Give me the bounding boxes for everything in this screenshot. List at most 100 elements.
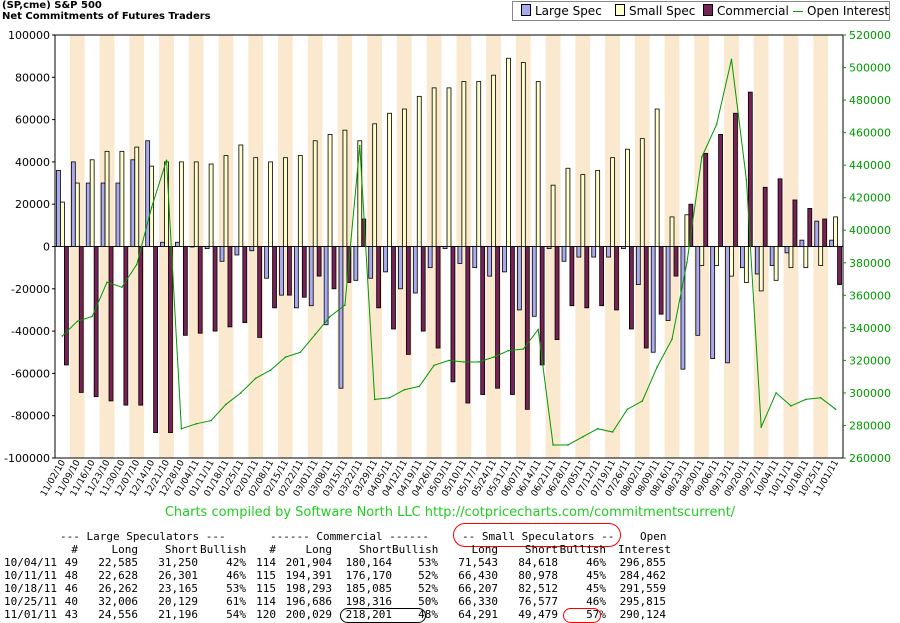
bar-small-spec: [387, 112, 392, 247]
table-cell: 82,512: [518, 582, 558, 595]
bar-commercial: [480, 246, 486, 395]
bar-small-spec: [74, 182, 80, 247]
open-interest-point: [299, 351, 302, 354]
bar-large-spec: [145, 140, 151, 247]
bar-small-spec: [416, 95, 422, 247]
bar-large-spec: [442, 246, 448, 250]
open-interest-point: [61, 335, 64, 337]
bar-commercial: [138, 246, 144, 406]
right-tick-label: 500000: [849, 62, 891, 75]
right-tick-label: 480000: [849, 94, 891, 107]
bar-large-spec: [799, 239, 805, 247]
open-interest-point: [522, 348, 525, 350]
bar-small-spec: [758, 246, 764, 292]
table-cell: 61%: [226, 595, 246, 608]
bar-small-spec: [595, 169, 601, 247]
bar-large-spec: [784, 246, 790, 254]
open-interest-point: [225, 403, 227, 406]
bar-large-spec: [338, 246, 344, 389]
col-header-large-bullish: Bullish: [200, 543, 247, 556]
bar-commercial: [733, 112, 738, 247]
col-header-comm-num: #: [269, 543, 276, 556]
table-cell: 32,006: [98, 595, 138, 608]
open-interest-point: [240, 392, 242, 394]
bar-small-spec: [312, 140, 318, 247]
bar-small-spec: [743, 246, 749, 283]
open-interest-point: [715, 123, 718, 126]
bar-small-spec: [833, 216, 838, 247]
open-interest-point: [373, 398, 376, 401]
bar-commercial: [168, 246, 173, 434]
table-cell: 54%: [226, 608, 246, 621]
table-cell: 52%: [418, 582, 438, 595]
table-cell: 45%: [586, 569, 606, 582]
right-tick-label: 380000: [849, 257, 891, 270]
table-cell: 201,904: [285, 556, 332, 569]
bar-small-spec: [238, 144, 244, 247]
table-cell: 291,559: [619, 582, 666, 595]
bar-commercial: [703, 153, 709, 247]
right-tick-label: 460000: [849, 127, 891, 140]
bar-commercial: [614, 246, 619, 311]
table-row-date: 10/04/11: [4, 556, 57, 569]
table-cell: 196,686: [285, 595, 332, 608]
bar-commercial: [628, 246, 634, 330]
bar-small-spec: [431, 87, 437, 247]
bar-commercial: [807, 208, 813, 247]
bar-small-spec: [134, 146, 140, 247]
table-cell: 43: [64, 608, 78, 621]
bar-small-spec: [104, 150, 110, 247]
bar-large-spec: [100, 182, 106, 247]
open-interest-point: [790, 405, 792, 407]
legend-small-spec: Small Spec: [615, 4, 695, 18]
open-interest-point: [552, 444, 554, 446]
bar-commercial: [316, 246, 322, 277]
table-cell: 23,165: [158, 582, 198, 595]
table-cell: 49: [64, 556, 78, 569]
bar-small-spec: [506, 57, 511, 247]
bar-small-spec: [714, 246, 720, 266]
bar-commercial: [510, 246, 515, 395]
left-tick-label: -20000: [11, 283, 50, 296]
bar-commercial: [718, 134, 723, 247]
table-row-date: 10/11/11: [4, 569, 57, 582]
table-cell: 46%: [226, 569, 246, 582]
bar-large-spec: [591, 246, 597, 258]
open-interest-point: [596, 427, 599, 430]
chart-title: (SP,cme) S&P 500: [2, 0, 102, 11]
open-interest-point: [477, 361, 480, 363]
bar-large-spec: [710, 246, 716, 359]
table-cell: 50%: [418, 595, 438, 608]
bar-commercial: [93, 246, 99, 398]
table-cell: 200,029: [285, 608, 332, 621]
summary-table: --- Large Speculators --- ------ Commerc…: [0, 523, 900, 623]
bar-large-spec: [175, 241, 180, 247]
bar-large-spec: [725, 246, 730, 364]
table-row-date: 11/01/11: [4, 608, 57, 621]
bar-large-spec: [323, 246, 329, 326]
bar-small-spec: [535, 81, 541, 247]
right-tick-label: 520000: [849, 29, 891, 42]
table-cell: 46: [64, 582, 78, 595]
bar-commercial: [688, 203, 694, 247]
bar-large-spec: [635, 246, 641, 285]
bar-large-spec: [56, 169, 61, 247]
table-cell: 71,543: [458, 556, 498, 569]
bar-commercial: [435, 246, 441, 349]
bar-large-spec: [769, 246, 775, 266]
bar-small-spec: [342, 129, 348, 247]
open-interest-point: [537, 328, 540, 331]
bar-small-spec: [193, 161, 199, 247]
highlight-oval-small-spec: [453, 523, 621, 547]
open-interest-point: [329, 315, 331, 318]
bar-large-spec: [249, 246, 255, 252]
left-tick-label: 40000: [15, 156, 50, 169]
right-tick-label: 280000: [849, 419, 891, 432]
bar-small-spec: [268, 161, 273, 247]
bar-commercial: [257, 246, 263, 338]
bar-small-spec: [639, 138, 645, 247]
open-interest-point: [358, 144, 361, 147]
bar-small-spec: [178, 161, 184, 247]
open-interest-point: [805, 398, 807, 401]
legend-large-spec: Large Spec: [521, 4, 602, 18]
